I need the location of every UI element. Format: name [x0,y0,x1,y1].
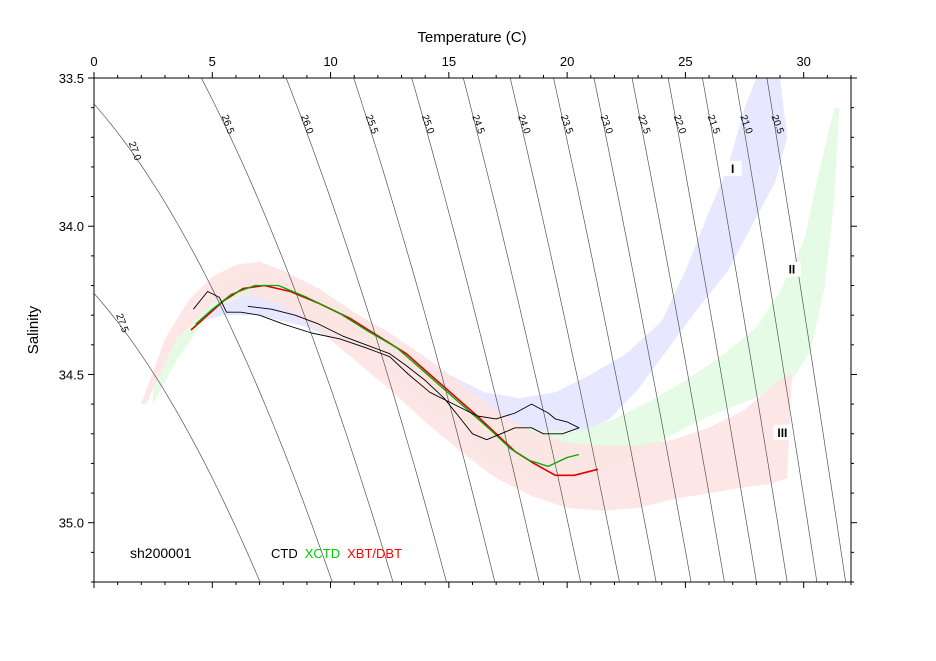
series-xbt-dbt [190,284,599,477]
region-label-bg [773,424,792,440]
x-tick-label: 25 [678,54,692,69]
density-contour-22.5 [631,78,725,582]
y-axis: 33.5 34.0 34.5 35.0 [59,71,857,583]
density-label-23.5: 23.5 [558,114,575,136]
profile-series [190,284,599,477]
series-ctd [193,291,580,441]
density-label-26.5: 26.5 [219,114,236,136]
density-contour-21.5 [702,78,788,582]
density-label-21.5: 21.5 [705,114,722,136]
x-tick-label: 20 [560,54,574,69]
density-label-24.0: 24.0 [515,114,532,136]
density-contour-22.0 [667,78,757,582]
legend-xctd: XCTD [305,546,340,561]
density-label-22.0: 22.0 [671,114,688,136]
density-contour-25.0 [411,78,540,582]
x-tick-label: 0 [90,54,97,69]
legend: CTD XCTD XBT/DBT [271,546,402,561]
region-label-bg [782,261,801,277]
station-id: sh200001 [130,545,192,561]
x-axis-title: Temperature (C) [417,29,526,46]
water-mass-regions [141,78,840,511]
density-contour-23.5 [553,78,657,582]
y-tick-label: 34.5 [59,367,84,382]
x-tick-label: 15 [442,54,456,69]
legend-xbt-dbt: XBT/DBT [347,546,402,561]
density-contours [94,78,846,582]
density-label-26.0: 26.0 [298,114,315,136]
y-tick-label: 35.0 [59,516,84,531]
x-tick-label: 5 [209,54,216,69]
density-contour-26.0 [285,78,447,582]
region-label-bg [723,160,742,176]
density-label-24.5: 24.5 [469,114,486,136]
density-contour-20.5 [766,78,846,582]
density-label-27.5: 27.5 [113,312,130,334]
density-contour-24.0 [509,78,620,582]
series-xctd [195,284,580,468]
density-contour-27.5 [94,292,261,582]
density-contour-25.5 [353,78,496,582]
region-iii-band [141,261,792,511]
region-label-i: I [731,162,734,176]
region-label-ii: II [789,263,796,277]
legend-ctd: CTD [271,546,298,561]
y-tick-label: 34.0 [59,219,84,234]
x-axis: 0 5 10 15 20 25 30 [90,54,852,588]
region-label-iii: III [777,426,787,440]
region-i-band [200,78,788,440]
density-label-25.5: 25.5 [363,114,380,136]
density-label-27.0: 27.0 [126,140,143,162]
density-contour-27.0 [94,103,333,582]
y-tick-label: 33.5 [59,71,84,86]
density-label-23.0: 23.0 [598,114,615,136]
density-contour-21.0 [734,78,818,582]
density-contour-24.5 [462,78,582,582]
density-contour-23.0 [593,78,692,582]
density-label-22.5: 22.5 [635,114,652,136]
density-label-25.0: 25.0 [419,114,436,136]
x-tick-label: 10 [323,54,337,69]
density-contour-26.5 [200,78,394,582]
y-axis-title: Salinity [25,305,42,354]
x-tick-label: 30 [796,54,810,69]
